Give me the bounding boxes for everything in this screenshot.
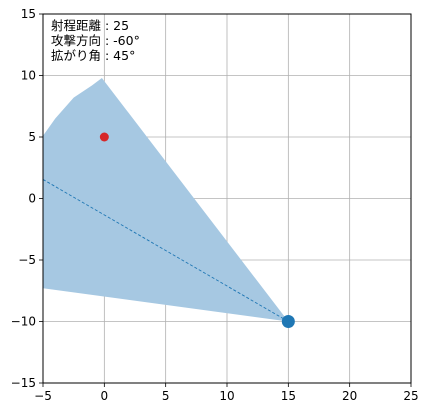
y-tick-label: −15 — [11, 376, 36, 390]
x-tick-label: 20 — [342, 389, 357, 403]
annotation-direction: 攻撃方向 : -60° — [51, 33, 140, 48]
x-axis-ticks: −5 0 5 10 15 20 25 — [34, 383, 419, 403]
y-tick-label: 15 — [21, 7, 36, 21]
y-tick-label: −10 — [11, 315, 36, 329]
attacker-point — [281, 315, 295, 328]
y-tick-label: 0 — [28, 192, 36, 206]
y-tick-label: −5 — [18, 253, 36, 267]
annotation-spread: 拡がり角 : 45° — [51, 48, 135, 63]
x-tick-label: 25 — [403, 389, 418, 403]
x-tick-label: 5 — [162, 389, 170, 403]
y-tick-label: 5 — [28, 130, 36, 144]
attack-direction-line — [42, 179, 289, 322]
x-tick-label: 15 — [281, 389, 296, 403]
x-tick-label: 10 — [219, 389, 234, 403]
y-tick-label: 10 — [21, 69, 36, 83]
annotation-range: 射程距離 : 25 — [51, 18, 129, 33]
x-tick-label: −5 — [34, 389, 52, 403]
x-tick-label: 0 — [101, 389, 109, 403]
target-point — [99, 132, 109, 142]
y-axis-ticks: −15 −10 −5 0 5 10 15 — [11, 7, 43, 390]
